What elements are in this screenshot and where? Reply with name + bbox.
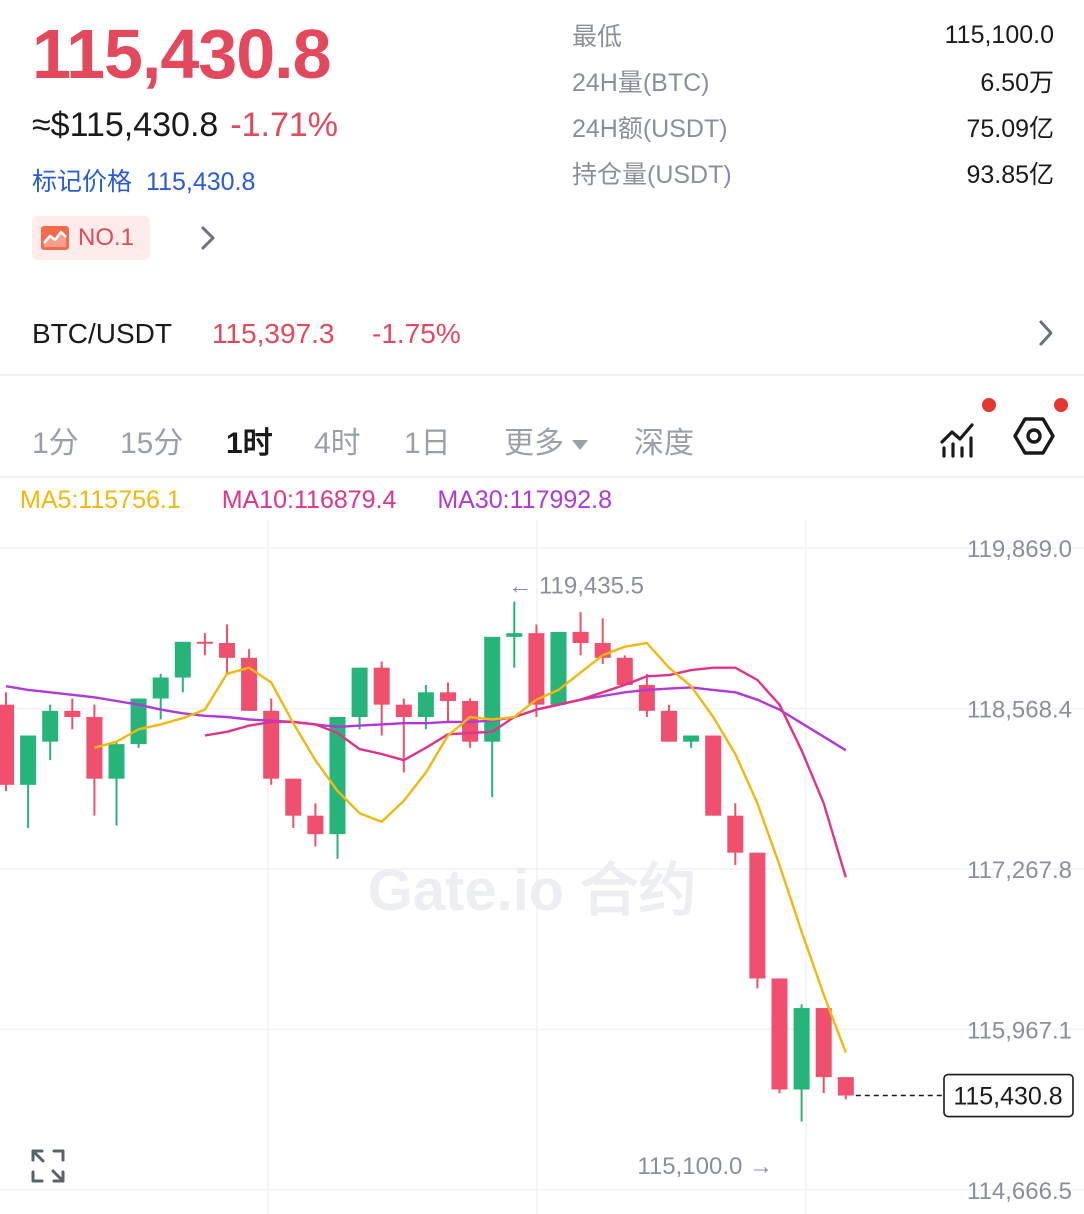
ma10-legend: MA10:116879.4	[221, 486, 397, 514]
candlestick-chart[interactable]: 119,869.0 118,568.4 117,267.8 115,967.1 114,…	[0, 520, 1084, 1214]
candle-down	[440, 692, 456, 701]
settings-hexagon-icon[interactable]	[1010, 412, 1058, 460]
tab-1d[interactable]: 1日	[404, 427, 451, 460]
candle-up	[417, 692, 434, 717]
tab-15m[interactable]: 15分	[120, 427, 184, 460]
caret-down-icon	[572, 440, 588, 451]
candle-down	[285, 778, 302, 816]
candle-up	[152, 677, 169, 699]
candle-down	[771, 978, 788, 1090]
candle-down	[86, 717, 103, 779]
candle-down	[815, 1008, 832, 1078]
candle-down	[616, 657, 633, 685]
tab-more[interactable]: 更多	[504, 418, 588, 462]
candle-down	[528, 633, 545, 705]
mark-price-line[interactable]: 标记价格 115,430.8	[32, 162, 255, 198]
y-axis-tick-label: 115,967.1	[967, 1017, 1072, 1044]
high-price-annotation: ← 119,435.5	[508, 573, 644, 600]
chevron-right-icon[interactable]	[1034, 318, 1058, 348]
chevron-right-icon[interactable]	[196, 224, 220, 252]
mark-price-value: 115,430.8	[146, 168, 256, 196]
notification-dot	[1054, 398, 1068, 412]
stat-row-turnover-usdt: 24H额(USDT) 75.09亿	[572, 104, 1054, 150]
stat-row-volume-btc: 24H量(BTC) 6.50万	[572, 58, 1054, 104]
usd-price: ≈$115,430.8	[32, 106, 219, 144]
y-axis-tick-label: 114,666.5	[967, 1178, 1072, 1205]
expand-icon[interactable]	[30, 1148, 66, 1184]
low-price-annotation: 115,100.0 →	[637, 1153, 773, 1180]
candle-up	[351, 667, 368, 717]
candle-up	[550, 631, 567, 705]
y-axis-tick-label: 118,568.4	[967, 697, 1072, 724]
stat-value: 6.50万	[980, 69, 1054, 97]
tab-4h[interactable]: 4时	[314, 427, 361, 460]
ma5-legend: MA5:115756.1	[20, 486, 181, 514]
stat-value: 75.09亿	[966, 115, 1054, 143]
rank-badge-text: NO.1	[78, 224, 135, 251]
ma10-line	[204, 666, 847, 878]
candle-up	[683, 735, 700, 742]
change-percent: -1.71%	[230, 106, 339, 144]
spot-pair-row[interactable]: BTC/USDT 115,397.3 -1.75%	[0, 290, 1084, 376]
indicator-icon[interactable]	[934, 412, 982, 460]
stat-label: 最低	[572, 23, 623, 51]
candle-down	[241, 657, 258, 711]
candle-up	[174, 641, 191, 678]
candle-up	[484, 636, 501, 742]
stat-label: 24H额(USDT)	[572, 115, 728, 143]
y-axis-tick-label: 119,869.0	[967, 536, 1072, 563]
candle-down	[572, 631, 589, 643]
candle-up	[329, 717, 346, 835]
usd-price-line: ≈$115,430.8 -1.71%	[32, 106, 338, 145]
candle-down	[749, 852, 766, 979]
trend-chart-icon	[41, 226, 69, 250]
stat-value: 115,100.0	[944, 20, 1054, 49]
mark-price-label: 标记价格	[32, 168, 133, 196]
stat-row-open-interest: 持仓量(USDT) 93.85亿	[572, 150, 1054, 196]
spot-pair-price: 115,397.3	[212, 318, 335, 349]
candle-down	[837, 1077, 854, 1096]
ma-legend: MA5:115756.1 MA10:116879.4 MA30:117992.8	[20, 486, 646, 515]
tab-depth[interactable]: 深度	[634, 427, 694, 460]
candle-down	[307, 815, 324, 835]
candle-down	[219, 643, 235, 658]
candle-up	[42, 710, 59, 742]
last-price: 115,430.8	[32, 15, 332, 93]
y-axis-tick-label: 117,267.8	[967, 857, 1072, 884]
spot-pair-name: BTC/USDT	[32, 318, 172, 349]
watermark: Gate.io 合约	[368, 858, 697, 923]
market-stats: 最低 115,100.0 24H量(BTC) 6.50万 24H额(USDT) …	[572, 12, 1054, 196]
ma30-line	[5, 685, 847, 752]
candle-up	[20, 735, 37, 785]
candle-down	[196, 641, 213, 644]
stat-label: 持仓量(USDT)	[572, 161, 732, 189]
notification-dot	[982, 398, 996, 412]
tab-1h[interactable]: 1时	[226, 427, 273, 460]
spot-pair-change: -1.75%	[372, 318, 461, 349]
tab-1m[interactable]: 1分	[32, 427, 79, 460]
candle-up	[506, 633, 523, 637]
last-price-label: 115,430.8	[953, 1083, 1062, 1111]
last-price-tag	[943, 1073, 1074, 1118]
candle-down	[705, 735, 722, 816]
interval-tabs: 1分 15分 1时 4时 1日 更多 深度	[0, 392, 1084, 478]
candle-down	[661, 710, 677, 742]
ma5-line	[94, 641, 847, 1053]
candle-down	[64, 710, 81, 717]
rank-badge[interactable]: NO.1	[32, 216, 150, 260]
stat-value: 93.85亿	[966, 161, 1054, 189]
stat-row-low: 最低 115,100.0	[572, 12, 1054, 58]
candle-down	[395, 704, 412, 717]
candle-up	[108, 744, 125, 779]
candle-down	[0, 704, 14, 785]
tab-more-label: 更多	[504, 427, 564, 460]
candle-down	[373, 667, 390, 705]
ma30-legend: MA30:117992.8	[437, 486, 613, 514]
candle-down	[727, 815, 744, 853]
candle-up	[793, 1008, 810, 1090]
candle-down	[263, 710, 280, 779]
stat-label: 24H量(BTC)	[572, 69, 710, 97]
